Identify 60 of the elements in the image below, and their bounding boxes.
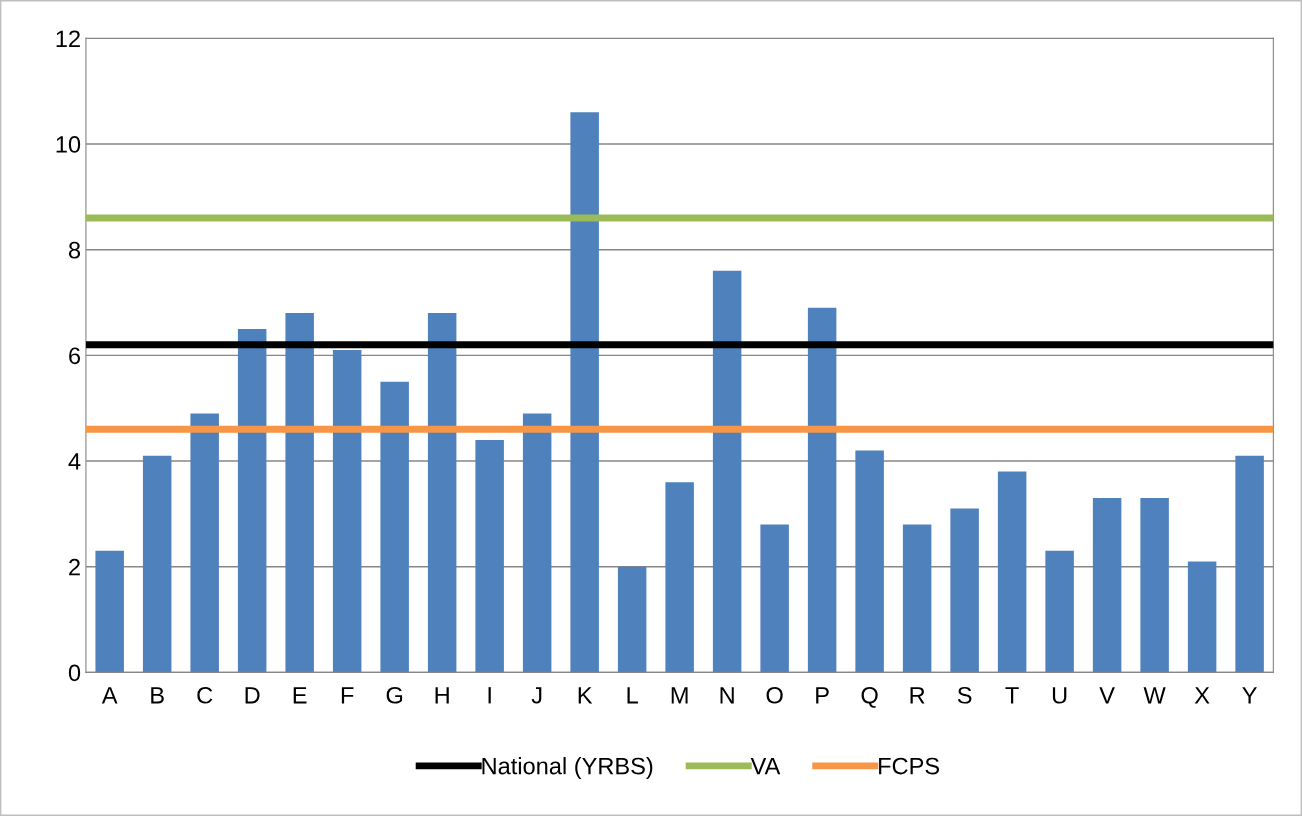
legend-label: FCPS [879, 757, 940, 775]
x-tick-label: B [151, 687, 164, 704]
bar [855, 450, 884, 673]
bar [665, 482, 694, 673]
x-tick-label: M [671, 687, 688, 704]
x-tick-label: E [293, 687, 307, 704]
x-tick-label: X [1194, 687, 1210, 704]
bar [617, 566, 647, 673]
bar [760, 524, 789, 673]
bar [902, 524, 932, 673]
bar [997, 471, 1027, 673]
bar [285, 313, 314, 673]
bar [190, 413, 219, 673]
x-tick-label: W [1143, 687, 1166, 704]
y-tick-label: 12 [56, 30, 80, 47]
y-tick-label: 10 [56, 136, 81, 153]
x-tick-label: P [816, 687, 829, 704]
bar [522, 413, 552, 673]
y-tick-label: 4 [68, 453, 81, 470]
bar [950, 508, 979, 673]
bar [332, 350, 362, 673]
legend-label: VA [750, 757, 781, 775]
x-tick-label: V [1099, 687, 1115, 704]
x-tick-label: H [435, 687, 449, 704]
x-tick-label: O [766, 686, 783, 704]
x-tick-label: R [910, 687, 925, 704]
x-tick-label: Q [861, 686, 878, 708]
x-tick-label: S [957, 686, 972, 704]
x-tick-label: J [531, 687, 542, 704]
x-tick-label: Y [1242, 687, 1257, 704]
bar [807, 307, 837, 673]
x-tick-label: K [578, 687, 593, 704]
y-tick-label: 0 [68, 664, 81, 682]
bar [427, 313, 457, 673]
y-tick-label: 8 [68, 241, 81, 259]
bar [1235, 455, 1264, 673]
bar [570, 112, 599, 673]
bar [475, 439, 504, 673]
bar [95, 550, 124, 673]
x-tick-label: L [627, 687, 638, 704]
bar [237, 328, 267, 673]
x-tick-label: U [1052, 687, 1067, 704]
x-tick-label: A [101, 687, 118, 704]
bar [1045, 550, 1074, 673]
x-tick-label: C [197, 686, 213, 704]
bar [380, 381, 409, 673]
bar [142, 455, 172, 673]
x-tick-label: G [386, 686, 403, 704]
legend-label: National (YRBS) [482, 757, 653, 780]
bar [1140, 498, 1169, 673]
x-tick-label: F [341, 687, 354, 704]
bar [1092, 498, 1122, 673]
y-tick-label: 6 [69, 347, 81, 365]
x-tick-label: D [245, 687, 260, 704]
x-tick-label: T [1005, 687, 1019, 704]
bar [1187, 561, 1217, 673]
x-tick-label: N [720, 687, 734, 704]
y-tick-label: 2 [69, 558, 80, 576]
bar [712, 270, 742, 673]
x-tick-label: I [488, 687, 491, 704]
